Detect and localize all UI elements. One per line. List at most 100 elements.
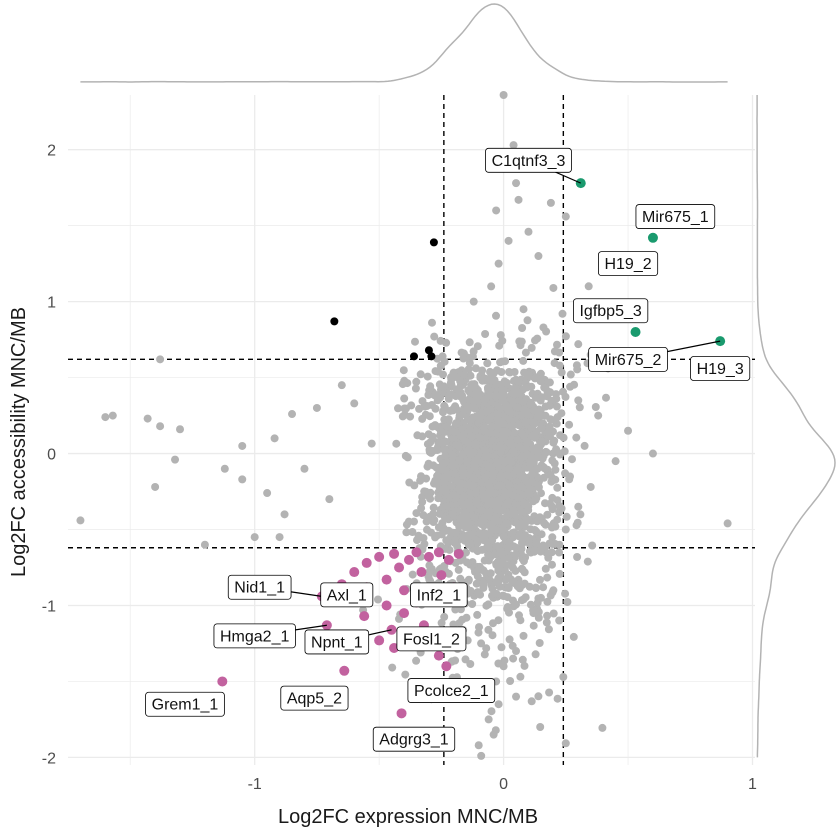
background-point <box>561 525 570 534</box>
background-point <box>458 450 467 459</box>
background-point <box>499 91 508 99</box>
background-point <box>504 236 513 245</box>
background-point <box>412 656 421 665</box>
background-point <box>561 212 570 221</box>
background-point <box>547 548 556 557</box>
background-point <box>546 432 554 441</box>
background-point <box>534 483 543 492</box>
background-point <box>502 575 511 584</box>
background-point <box>398 380 407 389</box>
background-point <box>485 543 493 552</box>
background-point <box>492 311 500 320</box>
background-point <box>505 455 514 464</box>
gene-label-npnt-1: Npnt_1 <box>304 629 392 655</box>
background-point <box>431 421 440 430</box>
background-point <box>402 528 411 537</box>
background-point <box>469 481 478 490</box>
background-point <box>527 697 536 706</box>
background-point <box>519 356 528 365</box>
background-point <box>408 528 417 536</box>
background-point <box>549 586 558 595</box>
background-point <box>565 475 574 484</box>
background-point <box>566 382 575 391</box>
x-tick-label: 1 <box>748 776 757 793</box>
background-point <box>526 463 535 472</box>
background-point <box>493 366 501 375</box>
background-point <box>512 387 521 396</box>
tick-labels: -1 0 1 -2 -1 0 1 2 <box>42 143 757 793</box>
data-points <box>76 91 732 760</box>
label-text: Inf2_1 <box>417 587 462 604</box>
background-point <box>392 439 401 448</box>
label-text: Fosl1_2 <box>403 631 460 648</box>
background-point <box>518 565 527 574</box>
background-point <box>573 518 582 527</box>
label-text: Npnt_1 <box>311 634 363 651</box>
background-point <box>451 492 460 501</box>
background-point <box>418 498 427 506</box>
background-point <box>425 567 434 576</box>
highlight-point <box>423 551 434 562</box>
background-point <box>574 396 583 405</box>
background-point <box>573 553 582 561</box>
background-point <box>459 467 468 476</box>
background-point <box>440 403 449 412</box>
background-point <box>515 397 524 405</box>
highlight-point <box>361 557 372 568</box>
background-point <box>429 503 438 512</box>
background-point <box>541 564 550 573</box>
background-point <box>300 464 309 473</box>
background-point <box>484 715 493 724</box>
background-point <box>467 432 476 441</box>
background-point <box>465 359 474 368</box>
background-point <box>473 610 482 619</box>
background-point <box>598 723 607 732</box>
background-point <box>288 410 297 419</box>
background-point <box>489 469 497 478</box>
background-point <box>444 415 453 424</box>
background-point <box>500 377 509 386</box>
label-text: Adgrg3_1 <box>379 732 448 749</box>
background-point <box>450 469 459 478</box>
highlight-point <box>374 551 385 562</box>
highlight-point <box>424 346 433 355</box>
background-point <box>559 433 568 442</box>
background-point <box>492 525 500 534</box>
background-point <box>555 508 564 517</box>
background-point <box>553 694 562 703</box>
background-point <box>524 506 533 515</box>
background-point <box>494 574 503 583</box>
background-point <box>529 609 538 618</box>
background-point <box>437 530 446 539</box>
background-point <box>275 533 284 542</box>
background-point <box>521 474 530 483</box>
background-point <box>519 305 528 314</box>
background-point <box>439 465 448 474</box>
highlight-point <box>399 585 410 596</box>
background-point <box>417 472 425 481</box>
background-point <box>602 393 610 402</box>
background-point <box>517 337 526 346</box>
background-point <box>521 593 530 602</box>
background-point <box>484 550 493 559</box>
gene-label-hmga2-1: Hmga2_1 <box>213 623 327 649</box>
background-point <box>568 455 576 464</box>
background-point <box>432 463 441 472</box>
background-point <box>402 520 411 529</box>
background-point <box>437 618 446 627</box>
x-tick-label: -1 <box>248 776 262 793</box>
top-density-curve <box>80 3 728 83</box>
background-point <box>426 494 435 503</box>
background-point <box>531 650 540 659</box>
background-point <box>519 631 528 640</box>
background-point <box>469 297 478 306</box>
background-point <box>176 425 185 434</box>
background-point <box>434 494 443 503</box>
background-point <box>425 561 434 570</box>
background-point <box>412 377 421 386</box>
background-point <box>531 583 540 592</box>
background-point <box>402 404 410 413</box>
background-point <box>498 385 507 394</box>
background-point <box>461 533 469 542</box>
background-point <box>455 522 464 531</box>
